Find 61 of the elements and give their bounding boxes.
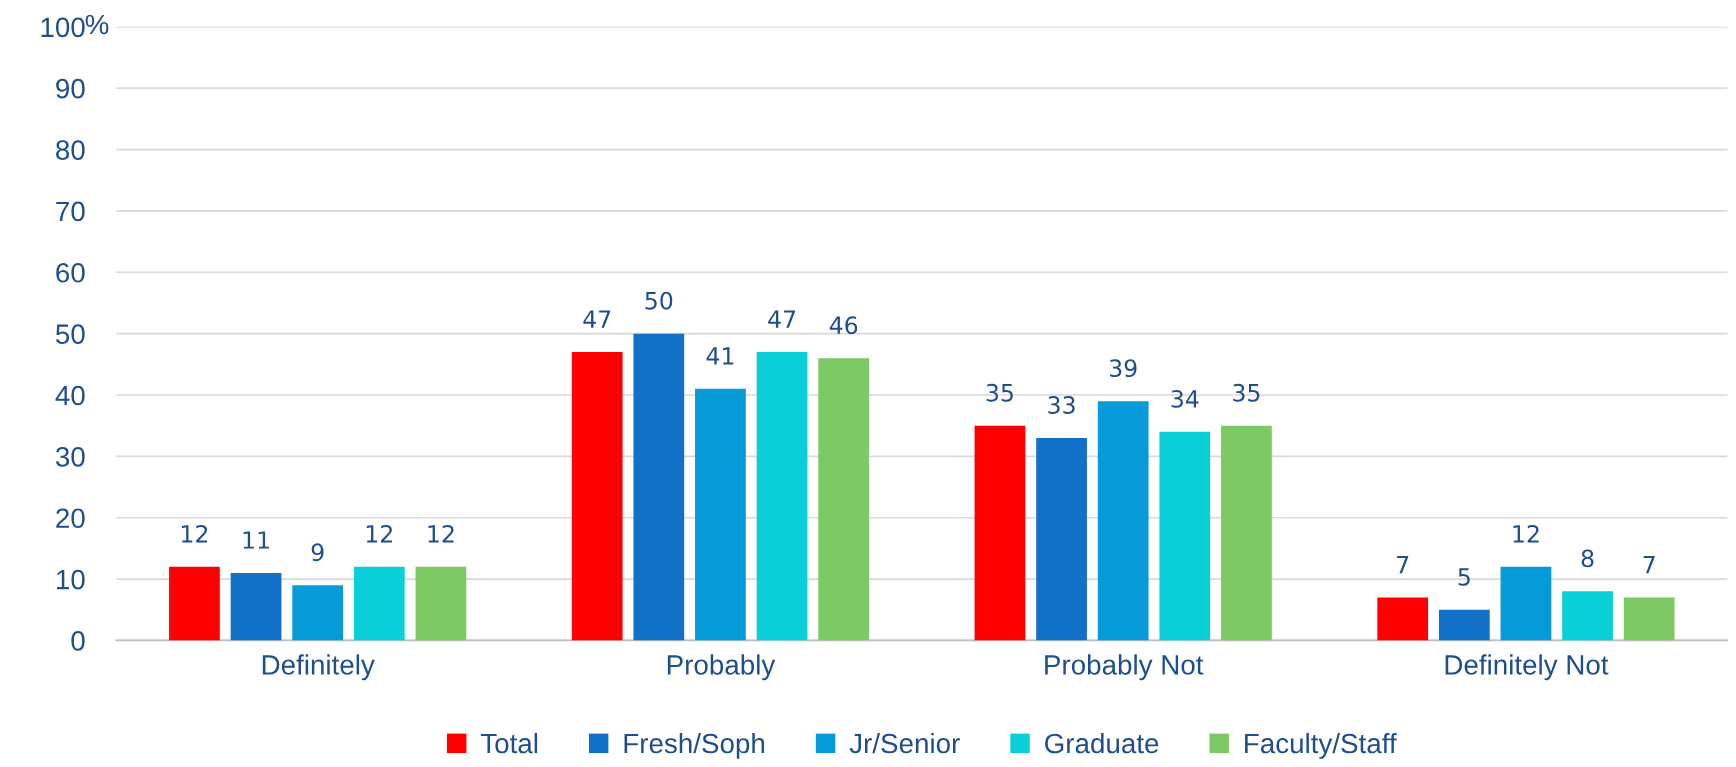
bar [633, 333, 685, 641]
bar [169, 566, 220, 641]
bar [1623, 597, 1675, 641]
data-label: 12 [1513, 524, 1539, 543]
y-tick-label: 100 [41, 17, 85, 38]
data-label: 5 [1458, 568, 1470, 586]
bar [353, 566, 405, 641]
y-tick-label: 40 [55, 385, 85, 406]
bar [1221, 425, 1272, 641]
data-label: 50 [645, 291, 673, 310]
data-label: 12 [366, 524, 392, 543]
data-label: 8 [1581, 549, 1594, 568]
x-tick-label: Definitely [262, 654, 375, 681]
bar [1097, 401, 1149, 641]
y-tick-label: 20 [56, 508, 85, 529]
legend-label: Jr/Senior [849, 732, 960, 754]
x-tick-label: Probably [667, 654, 776, 681]
data-label: 35 [986, 383, 1013, 402]
bar [415, 566, 467, 641]
y-tick-label: 80 [56, 140, 85, 160]
data-label: 9 [311, 543, 324, 562]
data-label: 12 [428, 524, 454, 543]
bar [1500, 566, 1552, 641]
x-tick-label: Definitely Not [1445, 654, 1609, 681]
data-label: 47 [583, 310, 611, 328]
y-tick-label: 0 [71, 631, 85, 651]
x-tick-label: Probably Not [1045, 654, 1204, 681]
data-label: 41 [706, 347, 734, 365]
y-tick-label: 30 [55, 447, 85, 467]
data-label: 47 [768, 310, 796, 328]
legend-label: Graduate [1045, 732, 1159, 754]
bar [230, 572, 282, 641]
bar [1036, 437, 1087, 641]
data-label: 33 [1048, 396, 1075, 414]
y-tick-label: 70 [56, 201, 85, 222]
legend-label: Total [480, 732, 538, 754]
bar [695, 388, 746, 641]
data-label: 35 [1233, 383, 1260, 402]
data-label: 11 [243, 531, 269, 549]
bar [1438, 609, 1490, 641]
bar [818, 358, 870, 641]
y-tick-label: 50 [55, 324, 85, 344]
y-tick-label: 10 [56, 569, 85, 590]
bar [571, 352, 623, 641]
data-label: 46 [829, 316, 858, 335]
legend-label: Fresh/Soph [624, 732, 765, 759]
data-label: 7 [1643, 555, 1655, 574]
bar [1562, 591, 1613, 641]
bar [974, 425, 1026, 641]
data-label: 7 [1397, 555, 1409, 574]
bar [292, 585, 344, 641]
bar [756, 352, 808, 641]
bar [1159, 431, 1211, 641]
y-tick-label: 60 [56, 262, 85, 283]
data-label: 34 [1171, 389, 1199, 408]
y-tick-label: 90 [56, 78, 85, 99]
legend-label: Faculty/Staff [1245, 732, 1397, 759]
bar [1377, 597, 1429, 641]
data-label: 12 [182, 524, 208, 543]
y-axis-title: % [85, 14, 109, 35]
data-label: 39 [1109, 359, 1137, 378]
